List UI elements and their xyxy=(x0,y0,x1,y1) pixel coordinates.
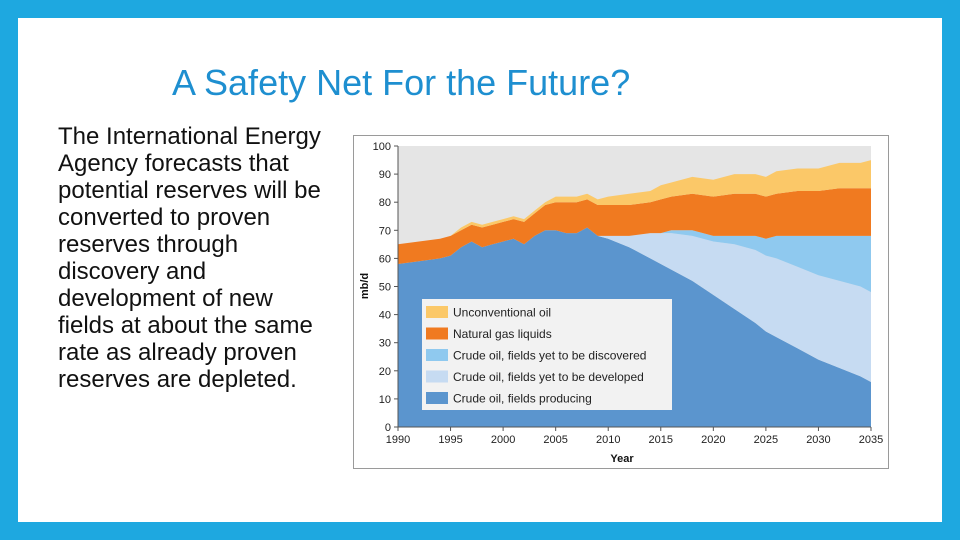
y-tick-label: 30 xyxy=(379,338,391,350)
x-tick-label: 2030 xyxy=(806,434,830,446)
area-unconventional-oil xyxy=(398,160,871,245)
slide: A Safety Net For the Future? The Interna… xyxy=(18,18,942,522)
x-tick-label: 2015 xyxy=(649,434,673,446)
legend-label-crude-oil-fields-yet-to-be-discovered: Crude oil, fields yet to be discovered xyxy=(453,349,646,363)
legend-label-crude-oil-fields-yet-to-be-developed: Crude oil, fields yet to be developed xyxy=(453,370,644,384)
area-crude-oil-fields-yet-to-be-discovered xyxy=(398,227,871,293)
y-tick-label: 80 xyxy=(379,197,391,209)
area-natural-gas-liquids xyxy=(398,188,871,264)
legend-swatch-crude-oil-fields-producing xyxy=(426,392,448,404)
legend-swatch-unconventional-oil xyxy=(426,306,448,318)
legend-label-natural-gas-liquids: Natural gas liquids xyxy=(453,327,552,341)
y-tick-label: 10 xyxy=(379,394,391,406)
y-tick-label: 20 xyxy=(379,366,391,378)
x-tick-label: 1995 xyxy=(438,434,462,446)
x-axis-title: Year xyxy=(610,453,634,465)
x-tick-label: 2010 xyxy=(596,434,620,446)
x-tick-label: 2025 xyxy=(754,434,778,446)
area-crude-oil-fields-yet-to-be-developed xyxy=(398,227,871,382)
x-tick-label: 1990 xyxy=(386,434,410,446)
legend-label-crude-oil-fields-producing: Crude oil, fields producing xyxy=(453,392,592,406)
x-tick-label: 2000 xyxy=(491,434,515,446)
chart-svg: Unconventional oil Natural gas liquids Cru… xyxy=(359,141,883,465)
y-tick-label: 50 xyxy=(379,282,391,294)
slide-title: A Safety Net For the Future? xyxy=(172,62,631,103)
legend-background xyxy=(422,299,672,410)
legend-label-unconventional-oil: Unconventional oil xyxy=(453,306,551,320)
y-tick-label: 0 xyxy=(385,422,391,434)
y-axis-title: mb/d xyxy=(359,273,371,299)
y-tick-label: 100 xyxy=(373,141,391,153)
x-tick-label: 2035 xyxy=(859,434,883,446)
x-tick-label: 2020 xyxy=(701,434,725,446)
oil-supply-chart: Unconventional oil Natural gas liquids Cru… xyxy=(353,135,889,469)
x-tick-label: 2005 xyxy=(543,434,567,446)
legend-swatch-crude-oil-fields-yet-to-be-discovered xyxy=(426,349,448,361)
y-tick-label: 70 xyxy=(379,225,391,237)
y-tick-label: 60 xyxy=(379,253,391,265)
legend-swatch-natural-gas-liquids xyxy=(426,327,448,340)
y-tick-label: 40 xyxy=(379,310,391,322)
y-tick-label: 90 xyxy=(379,169,391,181)
legend-swatch-crude-oil-fields-yet-to-be-developed xyxy=(426,370,448,383)
legend: Unconventional oil Natural gas liquids Cru… xyxy=(422,299,672,410)
slide-body-text: The International Energy Agency forecast… xyxy=(58,123,321,393)
